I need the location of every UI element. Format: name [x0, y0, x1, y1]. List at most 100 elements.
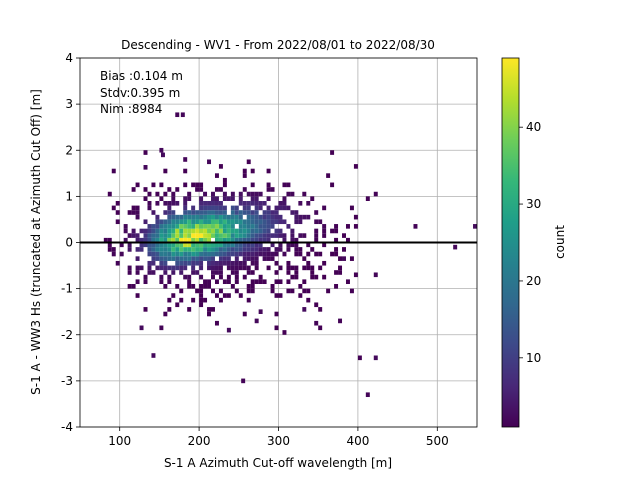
- heatmap-cell: [290, 265, 295, 271]
- heatmap-cell: [286, 205, 291, 211]
- heatmap-cell: [159, 147, 164, 153]
- heatmap-cell: [246, 224, 251, 229]
- heatmap-cell: [111, 168, 116, 174]
- stats-annotation: Bias :0.104 m Stdv:0.395 m Nim :8984: [100, 69, 183, 116]
- heatmap-cell: [211, 270, 215, 275]
- heatmap-cell: [334, 228, 339, 234]
- heatmap-cell: [234, 247, 239, 252]
- heatmap-cell: [211, 307, 215, 312]
- heatmap-cell: [214, 260, 219, 266]
- heatmap-cell: [250, 224, 255, 229]
- heatmap-cell: [322, 228, 327, 234]
- heatmap-cell: [246, 237, 251, 243]
- heatmap-cell: [214, 279, 219, 285]
- heatmap-cell: [203, 210, 208, 215]
- heatmap-cell: [226, 279, 231, 285]
- heatmap-cell: [254, 210, 259, 215]
- heatmap-cell: [226, 247, 231, 252]
- heatmap-cell: [222, 279, 227, 285]
- heatmap-cell: [123, 237, 128, 243]
- heatmap-cell: [230, 260, 235, 266]
- heatmap-cell: [250, 242, 255, 248]
- heatmap-cell: [274, 214, 279, 220]
- heatmap-cell: [294, 237, 299, 243]
- heatmap-cell: [163, 251, 168, 257]
- heatmap-cell: [195, 182, 200, 188]
- heatmap-cell: [373, 355, 378, 361]
- heatmap-cell: [334, 237, 339, 243]
- heatmap-cell: [187, 260, 192, 266]
- heatmap-cell: [143, 150, 148, 155]
- heatmap-cell: [298, 284, 303, 289]
- heatmap-cell: [211, 247, 215, 252]
- heatmap-cell: [238, 210, 243, 215]
- heatmap-cell: [413, 224, 418, 229]
- heatmap-cell: [115, 260, 120, 266]
- heatmap-cell: [115, 210, 120, 215]
- heatmap-cell: [183, 256, 188, 261]
- heatmap-cell: [143, 165, 148, 170]
- heatmap-cell: [214, 251, 219, 257]
- heatmap-cell: [179, 265, 184, 271]
- heatmap-cell: [171, 224, 176, 229]
- heatmap-cell: [151, 242, 156, 248]
- heatmap-cell: [214, 320, 219, 326]
- heatmap-cell: [151, 256, 156, 261]
- heatmap-cell: [290, 237, 295, 243]
- heatmap-cell: [207, 260, 212, 266]
- heatmap-cell: [298, 233, 303, 238]
- heatmap-cell: [218, 288, 223, 294]
- heatmap-cell: [199, 210, 204, 215]
- heatmap-cell: [107, 191, 112, 197]
- heatmap-cell: [222, 293, 227, 298]
- heatmap-cell: [207, 242, 212, 248]
- heatmap-cell: [163, 247, 168, 252]
- heatmap-cell: [171, 237, 176, 243]
- heatmap-cell: [310, 270, 315, 275]
- heatmap-cell: [175, 224, 180, 229]
- heatmap-cell: [211, 260, 215, 266]
- heatmap-cell: [214, 270, 219, 275]
- heatmap-cell: [203, 205, 208, 211]
- heatmap-cell: [266, 182, 271, 188]
- heatmap-cell: [270, 242, 275, 248]
- heatmap-cell: [203, 214, 208, 220]
- y-tick-label: 0: [65, 236, 73, 250]
- heatmap-cell: [191, 237, 196, 243]
- heatmap-cell: [250, 228, 255, 234]
- heatmap-cell: [258, 228, 263, 234]
- heatmap-cell: [226, 233, 231, 238]
- heatmap-cell: [286, 182, 291, 188]
- heatmap-cell: [286, 260, 291, 266]
- nim-annotation: Nim :8984: [100, 102, 162, 116]
- heatmap-cell: [274, 251, 279, 257]
- heatmap-cell: [199, 288, 204, 294]
- heatmap-cell: [203, 237, 208, 243]
- heatmap-cell: [207, 233, 212, 238]
- heatmap-cell: [353, 224, 358, 229]
- x-axis-label: S-1 A Azimuth Cut-off wavelength [m]: [164, 456, 392, 470]
- heatmap-cell: [342, 247, 346, 252]
- heatmap-cell: [302, 307, 307, 312]
- heatmap-cell: [246, 191, 251, 197]
- heatmap-cell: [242, 274, 247, 280]
- heatmap-cell: [187, 274, 192, 280]
- heatmap-cell: [155, 224, 160, 229]
- heatmap-cell: [203, 297, 208, 303]
- heatmap-cell: [226, 242, 231, 248]
- heatmap-cell: [222, 242, 227, 248]
- heatmap-cell: [151, 182, 156, 188]
- heatmap-cell: [195, 210, 200, 215]
- heatmap-cell: [163, 260, 168, 266]
- heatmap-cell: [218, 251, 223, 257]
- heatmap-cell: [254, 237, 259, 243]
- colorbar-label: count: [553, 225, 567, 259]
- heatmap-cell: [147, 200, 152, 206]
- heatmap-cell: [218, 247, 223, 252]
- heatmap-cell: [115, 219, 120, 225]
- heatmap-cell: [195, 214, 200, 220]
- heatmap-cell: [306, 251, 311, 257]
- heatmap-cell: [258, 200, 263, 206]
- heatmap-cell: [191, 270, 196, 275]
- heatmap-cell: [234, 265, 239, 271]
